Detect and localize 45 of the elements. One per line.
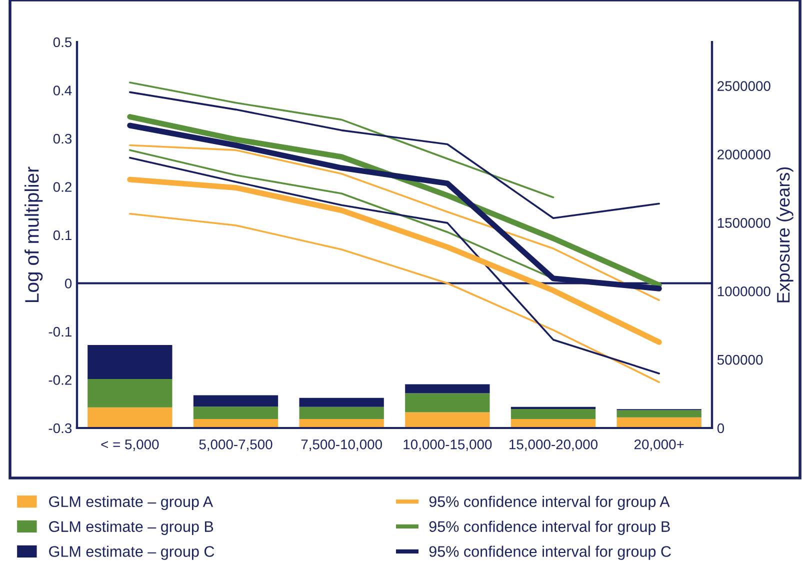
legend-label: 95% confidence interval for group C <box>429 546 671 560</box>
line-series <box>129 144 660 302</box>
legend-label: GLM estimate – group C <box>49 546 214 560</box>
bar <box>405 384 490 394</box>
y-tick-label: 0.2 <box>53 182 72 192</box>
line-series <box>129 212 660 384</box>
bar <box>193 406 278 419</box>
x-tick-label: 15,000-20,000 <box>510 439 598 451</box>
bar <box>299 406 384 419</box>
legend-label: 95% confidence interval for group B <box>429 520 670 535</box>
bar <box>88 378 172 408</box>
line-series <box>129 91 660 220</box>
y-tick-label: 0.5 <box>53 37 72 48</box>
x-tick-label: 7,500-10,000 <box>301 439 382 451</box>
bar <box>510 408 596 419</box>
y2-tick-label: 1000000 <box>718 286 770 296</box>
y2-axis-title: Exposure (years) <box>776 167 794 302</box>
x-tick-label: 20,000+ <box>634 439 684 451</box>
bar <box>193 395 278 407</box>
bar <box>616 410 702 418</box>
y-tick-label: -0.2 <box>48 375 72 385</box>
y-tick-label: 0.1 <box>53 230 72 240</box>
y-tick-label: 0.3 <box>53 134 72 144</box>
y-tick-label: -0.1 <box>48 326 72 337</box>
legend-label: GLM estimate – group B <box>49 520 214 535</box>
legend-label: 95% confidence interval for group A <box>429 496 670 510</box>
x-tick-label: 5,000-7,500 <box>199 439 272 451</box>
y2-tick-label: 2500000 <box>718 81 770 91</box>
y2-tick-label: 1500000 <box>718 218 770 228</box>
y-tick-label: -0.3 <box>48 423 72 434</box>
y2-tick-label: 2000000 <box>718 150 770 160</box>
bar <box>405 393 490 412</box>
x-tick-label: 10,000-15,000 <box>404 439 492 451</box>
bar <box>88 345 172 379</box>
bar <box>299 398 384 407</box>
bar <box>88 407 172 428</box>
line-series <box>129 82 554 198</box>
y-tick-label: 0 <box>64 278 72 288</box>
x-tick-label: < = 5,000 <box>101 439 159 451</box>
y-axis-title: Log of multiplier <box>24 166 43 302</box>
y2-tick-label: 500000 <box>717 354 763 365</box>
legend-label: GLM estimate – group A <box>49 496 214 510</box>
y2-tick-label: 0 <box>717 423 724 434</box>
y-tick-label: 0.4 <box>53 86 72 96</box>
bar <box>405 412 490 428</box>
